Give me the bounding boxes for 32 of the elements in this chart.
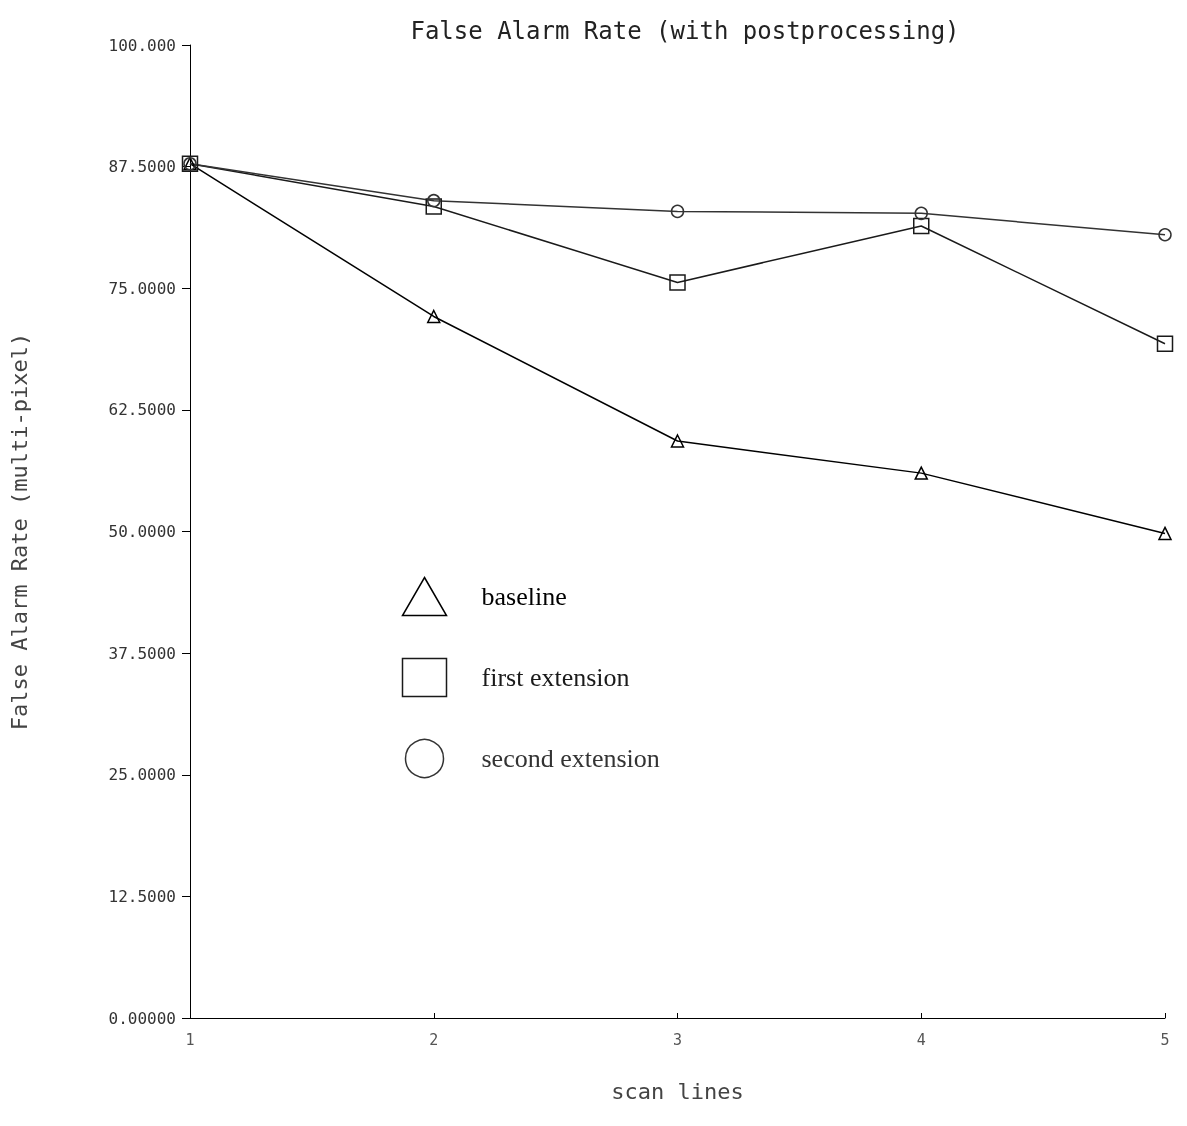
point bbox=[914, 466, 928, 480]
legend-label: first extension bbox=[481, 663, 630, 692]
y-tick-label: 100.000 bbox=[108, 35, 176, 55]
y-tick-label: 25.0000 bbox=[108, 765, 176, 785]
point bbox=[1158, 227, 1172, 242]
chart-title: False Alarm Rate (with postprocessing) bbox=[410, 17, 960, 45]
point bbox=[1156, 335, 1174, 352]
point bbox=[670, 434, 685, 448]
point bbox=[914, 206, 928, 221]
y-tick-label: 12.5000 bbox=[108, 886, 176, 906]
y-axis-title: False Alarm Rate (multi-pixel) bbox=[6, 332, 32, 731]
point bbox=[913, 217, 930, 235]
point bbox=[425, 198, 442, 215]
point bbox=[669, 274, 686, 291]
y-tick-label: 50.0000 bbox=[108, 522, 176, 541]
point bbox=[427, 309, 441, 324]
y-tick-label: 87.5000 bbox=[108, 157, 176, 177]
x-tick-label: 4 bbox=[916, 1030, 926, 1049]
x-axis-title: scan lines bbox=[611, 1078, 744, 1104]
y-tick-label: 37.5000 bbox=[108, 643, 176, 663]
x-tick-label: 1 bbox=[185, 1030, 195, 1049]
x-tick-label: 5 bbox=[1160, 1030, 1170, 1049]
point bbox=[427, 193, 441, 208]
point bbox=[1158, 526, 1172, 541]
legend-label: second extension bbox=[481, 744, 660, 773]
x-tick-label: 2 bbox=[429, 1030, 439, 1049]
y-tick-label: 75.0000 bbox=[108, 278, 176, 298]
y-tick-label: 0.00000 bbox=[108, 1008, 176, 1028]
legend-label: baseline bbox=[481, 582, 567, 611]
x-tick-label: 3 bbox=[672, 1030, 683, 1049]
point bbox=[670, 204, 685, 219]
y-tick-label: 62.5000 bbox=[108, 400, 176, 420]
